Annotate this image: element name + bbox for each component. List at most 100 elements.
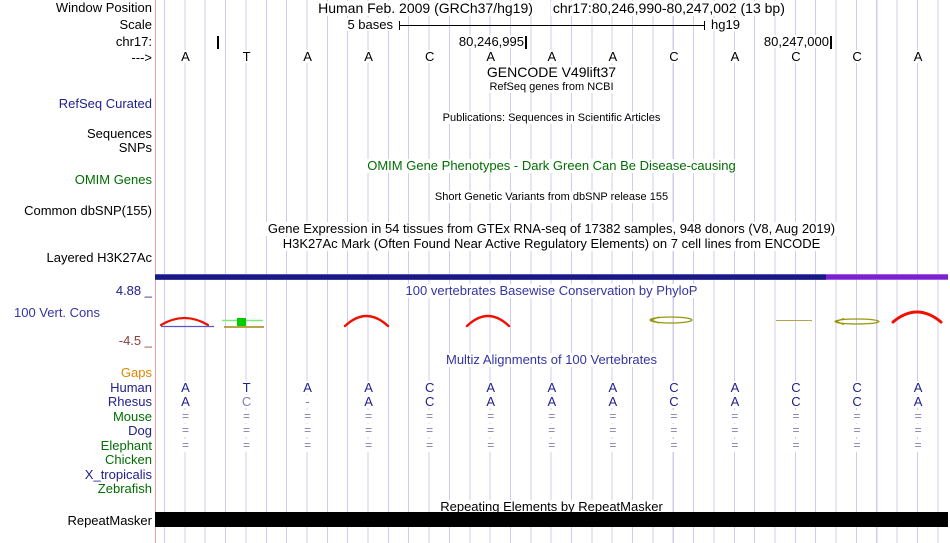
h3k27ac-signal-bar-navy[interactable] <box>155 274 826 280</box>
ruler-tick <box>217 36 219 49</box>
conservation-track-title: 100 vertebrates Basewise Conservation by… <box>403 283 700 298</box>
align-cell: C <box>790 380 802 395</box>
align-cell: = <box>669 409 679 423</box>
align-cell: = <box>425 409 435 423</box>
genome-label: hg19 <box>711 17 740 32</box>
gtex-track-title: Gene Expression in 54 tissues from GTEx … <box>265 221 838 236</box>
align-cell: = <box>242 438 252 452</box>
repeatmasker-bar[interactable] <box>155 512 948 527</box>
base-letter: A <box>180 49 191 64</box>
refseq-track-title: RefSeq genes from NCBI <box>487 81 616 93</box>
align-cell: = <box>852 409 862 423</box>
align-cell: = <box>547 438 557 452</box>
window-position-title: Human Feb. 2009 (GRCh37/hg19) chr17:80,24… <box>155 1 948 16</box>
species-label-gaps[interactable]: Gaps <box>120 365 152 380</box>
align-cell: C <box>423 394 436 409</box>
track-label-refseq-curated[interactable]: RefSeq Curated <box>58 96 152 111</box>
base-letter: A <box>912 49 924 64</box>
species-label-x_tropicalis[interactable]: X_tropicalis <box>84 467 152 482</box>
track-label-100-vert-cons[interactable]: 100 Vert. Cons <box>14 305 100 320</box>
scale-bar <box>399 21 705 30</box>
species-label-rhesus[interactable]: Rhesus <box>107 394 152 409</box>
species-label-dog[interactable]: Dog <box>128 423 152 438</box>
align-cell: C <box>423 380 436 395</box>
align-cell: A <box>546 380 558 395</box>
align-cell: = <box>913 438 923 452</box>
base-letter: A <box>607 49 619 64</box>
align-cell: = <box>913 409 923 423</box>
align-cell: = <box>303 423 313 437</box>
ruler-label: 80,247,000 <box>763 34 829 49</box>
align-cell: = <box>425 423 435 437</box>
align-cell: A <box>363 394 374 409</box>
align-cell: = <box>303 438 313 452</box>
align-cell: A <box>180 380 191 395</box>
align-cell: = <box>364 438 374 452</box>
align-cell: C <box>668 394 680 409</box>
align-cell: = <box>180 438 191 452</box>
align-cell: = <box>730 438 740 452</box>
align-cell: = <box>608 409 618 423</box>
align-cell: = <box>791 423 801 437</box>
track-label-sequences[interactable]: Sequences <box>86 126 152 141</box>
align-cell: C <box>790 394 802 409</box>
base-letter: C <box>668 49 680 64</box>
align-cell: A <box>485 394 497 409</box>
align-cell: = <box>608 423 618 437</box>
track-label-common-dbsnp[interactable]: Common dbSNP(155) <box>24 203 152 218</box>
scale-bar-line <box>400 25 704 26</box>
h3k27ac-signal-bar-purple[interactable] <box>826 274 948 280</box>
base-letter: T <box>241 49 252 64</box>
align-cell: = <box>913 423 923 437</box>
align-cell: T <box>241 380 252 395</box>
align-cell: = <box>486 409 496 423</box>
align-cell: A <box>607 394 619 409</box>
align-cell: = <box>425 438 435 452</box>
publications-track-title: Publications: Sequences in Scientific Ar… <box>440 112 663 124</box>
ruler-tick <box>830 36 832 49</box>
base-letter: A <box>729 49 741 64</box>
track-label-snps[interactable]: SNPs <box>118 140 152 155</box>
species-label-elephant[interactable]: Elephant <box>100 438 152 453</box>
left-edge-line <box>155 0 156 543</box>
gencode-track-title: GENCODE V49lift37 <box>484 64 619 80</box>
align-cell: = <box>730 409 740 423</box>
align-cell: A <box>729 394 741 409</box>
species-label-zebrafish[interactable]: Zebrafish <box>97 481 152 496</box>
track-label-layered-h3k27ac[interactable]: Layered H3K27Ac <box>46 250 152 265</box>
track-label-repeatmasker[interactable]: RepeatMasker <box>67 513 152 528</box>
omim-track-title: OMIM Gene Phenotypes - Dark Green Can Be… <box>365 158 738 173</box>
base-letter: A <box>363 49 374 64</box>
species-label-mouse[interactable]: Mouse <box>112 409 152 424</box>
cons-axis-max: 4.88 _ <box>115 283 152 298</box>
align-cell: = <box>242 409 252 423</box>
species-label-chicken[interactable]: Chicken <box>105 452 152 467</box>
align-cell: = <box>364 409 374 423</box>
align-cell: A <box>180 394 191 409</box>
align-cell: = <box>791 409 801 423</box>
align-cell: = <box>303 409 313 423</box>
align-cell: - <box>304 394 311 409</box>
align-cell: = <box>486 423 496 437</box>
align-cell: = <box>486 438 496 452</box>
align-cell: = <box>730 423 740 437</box>
left-label-scale: Scale <box>119 17 152 32</box>
assembly-title: Human Feb. 2009 (GRCh37/hg19) <box>316 0 535 16</box>
left-label-strand: ---> <box>131 50 152 65</box>
species-label-human[interactable]: Human <box>110 380 152 395</box>
scale-value: 5 bases <box>347 17 393 32</box>
ruler-label: 80,246,995 <box>458 34 524 49</box>
multiz-track-title: Multiz Alignments of 100 Vertebrates <box>443 352 659 367</box>
align-cell: C <box>240 394 253 409</box>
left-label-chrom: chr17: <box>115 34 152 49</box>
track-label-omim-genes[interactable]: OMIM Genes <box>74 172 152 187</box>
align-cell: A <box>912 394 924 409</box>
align-cell: = <box>180 409 191 423</box>
align-cell: A <box>912 380 924 395</box>
align-cell: A <box>729 380 741 395</box>
align-cell: A <box>485 380 497 395</box>
align-cell: = <box>669 438 679 452</box>
dbsnp-track-title: Short Genetic Variants from dbSNP releas… <box>432 191 671 203</box>
align-cell: = <box>364 423 374 437</box>
